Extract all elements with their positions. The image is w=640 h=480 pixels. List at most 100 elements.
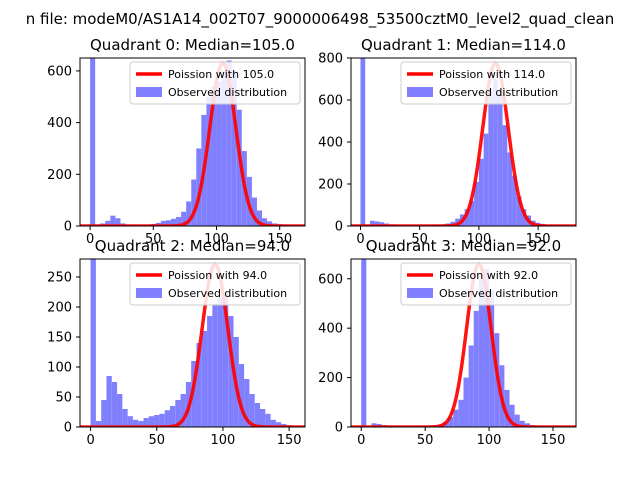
histogram-bar: [270, 419, 276, 427]
histogram-bar: [521, 209, 527, 226]
histogram-bar: [369, 220, 375, 226]
x-tick-label: 100: [466, 232, 491, 247]
histogram-bar: [191, 179, 197, 226]
histogram-bar: [211, 86, 217, 226]
histogram-bar: [502, 125, 508, 226]
histogram-bar: [95, 421, 102, 427]
histogram-bar: [228, 316, 234, 427]
legend-line-label: Poission with 94.0: [168, 269, 267, 282]
histogram-bar: [165, 220, 172, 226]
histogram-bar: [371, 423, 377, 427]
histogram-bar: [180, 394, 186, 427]
histogram-bar: [186, 201, 192, 226]
histogram-bar: [497, 89, 503, 226]
histogram-bar: [483, 133, 489, 226]
x-tick-label: 50: [145, 232, 162, 247]
poisson-curve: [351, 262, 576, 427]
histogram-bar: [176, 216, 182, 226]
legend-bar-label: Observed distribution: [439, 86, 558, 99]
histogram-bar: [453, 409, 459, 427]
histogram-bar: [478, 278, 484, 427]
x-tick-label: 50: [411, 232, 428, 247]
histogram-bar: [251, 197, 257, 226]
y-tick-label: 400: [318, 136, 343, 151]
histogram-bar: [159, 413, 165, 427]
histogram-bar: [143, 418, 149, 427]
x-tick-label: 150: [526, 232, 551, 247]
subplot-2: 0 50 100 150 0 50 100 150 200 250 Quadrant 2: Medi…: [47, 237, 306, 448]
histogram-bar: [160, 220, 166, 226]
histogram-bar: [483, 268, 490, 427]
histogram-bar: [488, 89, 494, 226]
legend-bar-label: Observed distribution: [439, 287, 558, 300]
histogram-bar: [171, 218, 177, 226]
histogram-bar: [138, 421, 144, 427]
y-tick-label: 0: [335, 421, 343, 436]
y-tick-label: 150: [47, 331, 72, 346]
histogram-bar: [474, 181, 479, 226]
y-tick-label: 100: [47, 361, 72, 376]
y-tick-label: 0: [64, 220, 72, 235]
x-tick-label: 0: [357, 433, 365, 448]
histogram-bar: [110, 215, 116, 226]
histogram-bar: [262, 218, 268, 226]
histogram-bar: [448, 417, 454, 427]
histogram-bar: [207, 316, 213, 427]
legend-line-label: Poission with 105.0: [168, 68, 274, 81]
histogram-bar: [379, 222, 385, 226]
histogram-bar: [463, 377, 469, 427]
histogram-bar: [175, 400, 181, 427]
y-tick-label: 600: [47, 64, 72, 79]
legend-box: [400, 262, 572, 306]
legend-bar-swatch: [136, 288, 162, 298]
histogram-bar: [217, 298, 223, 427]
legend: Poission with 92.0 Observed distribution: [400, 262, 572, 306]
x-tick-label: 100: [211, 433, 236, 448]
histogram-bar: [489, 291, 495, 427]
histogram-bar: [238, 364, 245, 427]
legend-bar-swatch: [407, 288, 433, 298]
histogram-bar: [374, 221, 380, 226]
histogram-bar: [105, 220, 111, 226]
histogram-bar: [512, 175, 517, 226]
histogram-bar: [516, 196, 522, 226]
histogram-bar: [148, 416, 155, 427]
legend: Poission with 94.0 Observed distribution: [129, 262, 301, 306]
histogram-bar: [117, 394, 123, 427]
subplot-grid: 0 50 100 150 0 200 400 600 Quadrant 0: Median=10…: [47, 36, 577, 448]
y-tick-label: 200: [47, 168, 72, 183]
histogram-bar: [249, 394, 255, 427]
histogram-bar: [154, 415, 160, 427]
histogram-bar: [106, 376, 112, 427]
histogram-bar: [90, 259, 96, 427]
histogram-bar: [504, 389, 510, 427]
x-tick-label: 100: [477, 433, 502, 448]
y-tick-label: 400: [47, 116, 72, 131]
legend-bar-swatch: [136, 87, 162, 97]
histogram-bar: [132, 419, 139, 427]
subplot-1: 0 50 100 150 0 200 400 600 800 Quadrant 1: Median…: [318, 36, 577, 247]
histogram-bar: [212, 304, 218, 427]
histogram-bar: [514, 414, 520, 427]
x-tick-label: 0: [86, 433, 94, 448]
axes-frame: [350, 258, 577, 428]
histogram-bar: [265, 413, 271, 427]
axes-frame: [79, 258, 306, 428]
histogram-bar: [244, 379, 250, 427]
histogram-bar: [122, 409, 128, 427]
x-tick-label: 50: [148, 433, 165, 448]
histogram-bar: [221, 70, 227, 226]
histogram-bar: [127, 416, 133, 427]
y-tick-label: 600: [318, 94, 343, 109]
histogram-bar: [90, 58, 96, 226]
histogram-bar: [196, 343, 202, 427]
legend-box: [129, 61, 301, 105]
subplot-title: Quadrant 2: Median=94.0: [95, 237, 290, 255]
histogram-bar: [360, 58, 366, 226]
legend-box: [129, 262, 301, 306]
legend-line-label: Poission with 114.0: [439, 68, 545, 81]
histogram-bar: [236, 109, 242, 226]
x-tick-label: 150: [541, 433, 566, 448]
legend: Poission with 105.0 Observed distribution: [129, 61, 301, 105]
